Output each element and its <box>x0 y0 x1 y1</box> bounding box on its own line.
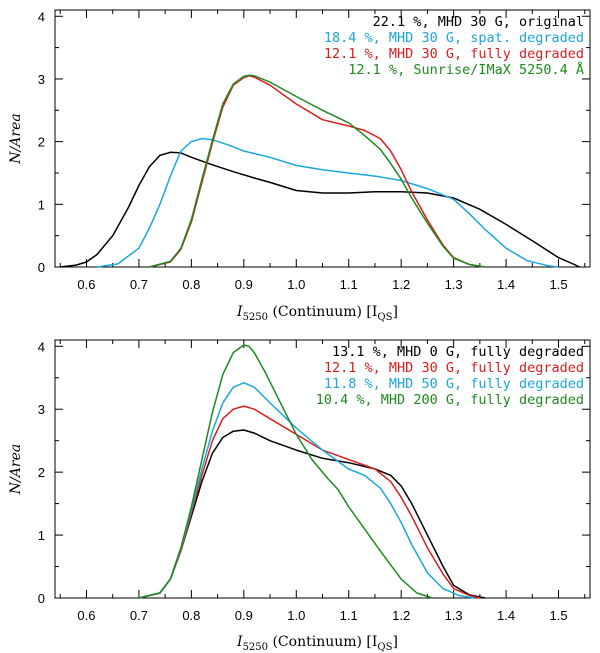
x-tick-label: 1.5 <box>549 277 567 292</box>
y-tick-label: 0 <box>38 591 45 606</box>
series-line-4 <box>138 344 433 599</box>
y-tick-label: 3 <box>38 402 45 417</box>
x-tick-label: 1.0 <box>287 277 305 292</box>
x-tick-label: 1.5 <box>549 608 567 623</box>
x-tick-label: 1.1 <box>340 608 358 623</box>
legend-entry: 22.1 %, MHD 30 G, original <box>373 14 584 30</box>
series-line-3 <box>138 382 475 599</box>
x-tick-label: 1.4 <box>497 277 515 292</box>
legend-entry: 13.1 %, MHD 0 G, fully degraded <box>332 344 584 360</box>
legend-entry: 18.4 %, MHD 30 G, spat. degraded <box>324 30 584 46</box>
x-tick-label: 0.9 <box>235 608 253 623</box>
legend-entry: 12.1 %, Sunrise/IMaX 5250.4 Å <box>348 61 584 78</box>
series-line-3 <box>149 75 486 268</box>
legend-entry: 11.8 %, MHD 50 G, fully degraded <box>324 376 584 392</box>
x-tick-label: 0.7 <box>130 277 148 292</box>
y-axis-label: N/Area <box>8 113 24 164</box>
y-tick-label: 0 <box>38 260 45 275</box>
y-tick-label: 4 <box>38 9 45 24</box>
x-axis-label: I5250 (Continuum) [IQS] <box>236 634 398 653</box>
y-tick-label: 3 <box>38 72 45 87</box>
legend-entry: 10.4 %, MHD 200 G, fully degraded <box>316 392 584 408</box>
y-tick-label: 4 <box>38 339 45 354</box>
x-tick-label: 1.2 <box>392 277 410 292</box>
x-axis-label: I5250 (Continuum) [IQS] <box>236 304 398 323</box>
x-tick-label: 0.7 <box>130 608 148 623</box>
x-tick-label: 1.3 <box>445 277 463 292</box>
y-tick-label: 1 <box>38 528 45 543</box>
x-tick-label: 0.6 <box>77 608 95 623</box>
legend-entry: 12.1 %, MHD 30 G, fully degraded <box>324 46 584 62</box>
y-tick-label: 2 <box>38 465 45 480</box>
chart-panel-1: 0.6 0.7 0.8 0.9 1.0 1.1 1.2 1.3 1.4 1.5 0 1 2 3 4 22.1 … <box>8 9 591 323</box>
series-line-4 <box>149 74 486 268</box>
y-tick-label: 1 <box>38 197 45 212</box>
x-tick-label: 1.1 <box>340 277 358 292</box>
y-tick-label: 2 <box>38 135 45 150</box>
series-line-2 <box>96 137 559 268</box>
legend-entry: 12.1 %, MHD 30 G, fully degraded <box>324 360 584 376</box>
x-tick-label: 0.8 <box>182 277 200 292</box>
x-tick-label: 1.3 <box>445 608 463 623</box>
series-line-2 <box>138 405 481 599</box>
series-line-1 <box>60 151 580 268</box>
x-tick-label: 1.0 <box>287 608 305 623</box>
x-tick-label: 1.4 <box>497 608 515 623</box>
x-tick-label: 1.2 <box>392 608 410 623</box>
y-axis-label: N/Area <box>8 444 24 495</box>
x-tick-label: 0.9 <box>235 277 253 292</box>
x-tick-label: 0.8 <box>182 608 200 623</box>
x-tick-label: 0.6 <box>77 277 95 292</box>
chart-panel-2: 0.6 0.7 0.8 0.9 1.0 1.1 1.2 1.3 1.4 1.5 0 1 2 3 4 13.1 … <box>8 339 591 653</box>
